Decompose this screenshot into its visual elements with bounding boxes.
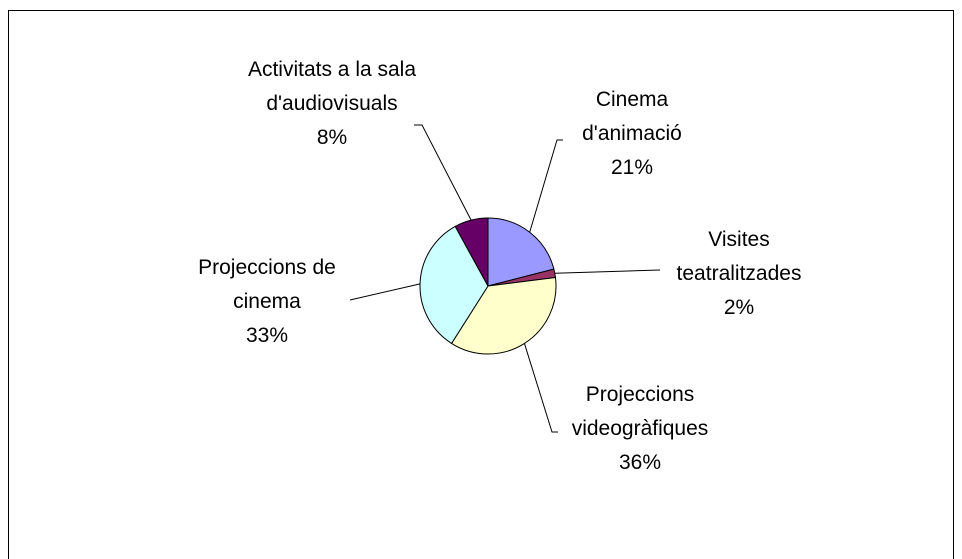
data-label: Cinema d'animació 21%: [557, 83, 707, 185]
pie-slice: [450, 276, 557, 355]
value-label: 2%: [723, 296, 755, 319]
value-label: 21%: [610, 156, 654, 179]
category-label: Activitats a la sala d'audiovisuals: [247, 58, 417, 115]
value-label: 33%: [245, 324, 289, 347]
leader-line: [349, 283, 421, 301]
leader-line: [414, 124, 472, 221]
leader-line: [523, 343, 558, 433]
category-label: Visites teatralitzades: [676, 228, 802, 285]
pie-slice: [454, 217, 489, 287]
data-label: Projeccions videogràfiques 36%: [550, 378, 730, 480]
value-label: 8%: [316, 126, 348, 149]
value-label: 36%: [618, 451, 662, 474]
data-label: Projeccions de cinema 33%: [172, 251, 362, 353]
category-label: Projeccions videogràfiques: [571, 383, 709, 440]
data-label: Activitats a la sala d'audiovisuals 8%: [245, 53, 420, 155]
data-label: Visites teatralitzades 2%: [659, 223, 819, 325]
leader-line: [554, 269, 661, 274]
category-label: Cinema d'animació: [582, 88, 682, 145]
leader-line: [529, 139, 563, 233]
category-label: Projeccions de cinema: [198, 256, 336, 313]
